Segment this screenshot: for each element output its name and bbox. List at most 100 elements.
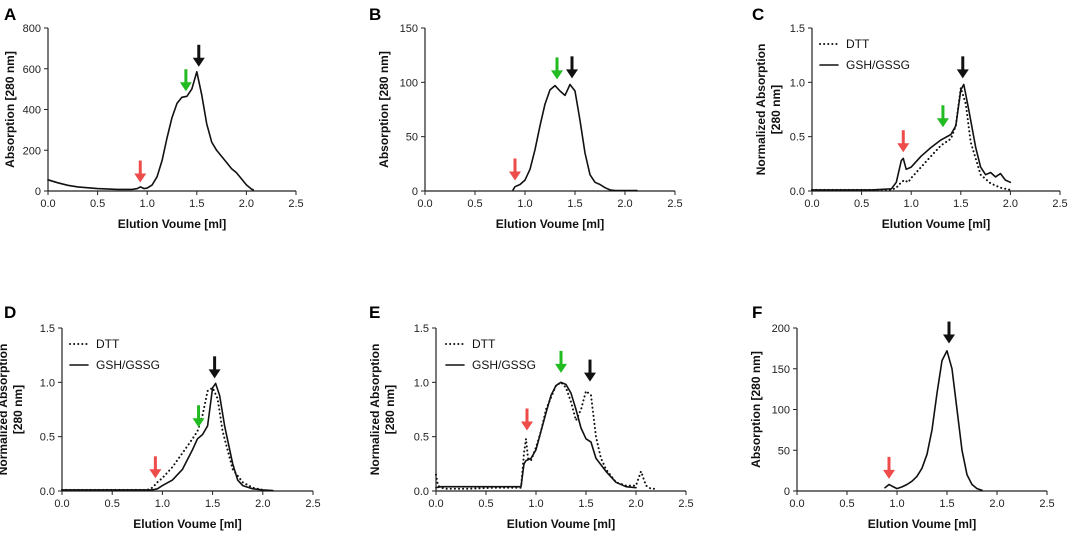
series-line-dtt xyxy=(61,386,264,491)
legend-label: DTT xyxy=(846,37,870,51)
x-tick-label: 1.0 xyxy=(517,198,532,210)
panel-label: D xyxy=(4,303,16,322)
red-arrow-head xyxy=(134,173,147,183)
y-tick-label: 1.0 xyxy=(790,77,805,89)
legend-label: DTT xyxy=(96,337,120,351)
y-tick-label: 0.0 xyxy=(790,186,805,198)
x-tick-label: 2.5 xyxy=(305,498,320,510)
y-tick-label: 200 xyxy=(23,145,41,157)
y-tick-label: 150 xyxy=(400,23,418,35)
y-axis-label: [280 nm] xyxy=(383,385,397,434)
legend-label: GSH/GSSG xyxy=(96,358,160,372)
x-tick-label: 0.0 xyxy=(54,498,69,510)
y-tick-label: 800 xyxy=(23,23,41,35)
y-axis-label: Absorption [280 nm] xyxy=(377,51,391,168)
y-axis-label: Normalized Absorption xyxy=(0,344,10,476)
series-line-absorption xyxy=(47,71,255,191)
chart-panel-b: B 0.0 0.5 1.0 1.5 2.0 2.5 0 50 100 150 Elution Voum… xyxy=(369,5,683,231)
black-arrow-head xyxy=(956,69,969,79)
x-tick-label: 2.0 xyxy=(989,498,1004,510)
y-tick-label: 0.0 xyxy=(414,486,429,498)
y-axis-label: Normalized Absorption xyxy=(754,44,768,176)
x-axis-label: Elution Voume [ml] xyxy=(868,517,976,531)
series-line-gsh-gssg xyxy=(435,381,637,489)
x-tick-label: 1.5 xyxy=(205,498,220,510)
y-axis-label: Absorption [280 nm] xyxy=(3,51,17,168)
black-arrow-head xyxy=(584,372,596,382)
green-arrow-head xyxy=(555,363,567,373)
series-line-gsh-gssg xyxy=(811,83,1012,191)
y-axis-label: [280 nm] xyxy=(769,85,783,134)
y-axis-label: Absorption [280 nm] xyxy=(749,351,763,468)
y-tick-label: 0.5 xyxy=(790,132,805,144)
green-arrow-head xyxy=(936,118,949,128)
y-tick-label: 600 xyxy=(23,64,41,76)
y-tick-label: 50 xyxy=(406,132,418,144)
x-tick-label: 0.0 xyxy=(40,198,55,210)
green-arrow-head xyxy=(192,418,205,428)
x-tick-label: 2.0 xyxy=(1003,198,1018,210)
panel-label: A xyxy=(4,5,16,24)
chart-panel-c: C 0.0 0.5 1.0 1.5 2.0 2.5 0.0 0.5 1.0 1.5 Elution V… xyxy=(752,5,1068,231)
x-tick-label: 2.5 xyxy=(678,498,693,510)
x-tick-label: 1.5 xyxy=(567,198,582,210)
y-tick-label: 0.0 xyxy=(40,486,55,498)
series-line-absorption xyxy=(884,349,983,492)
red-arrow-head xyxy=(897,143,910,153)
x-tick-label: 2.0 xyxy=(617,198,632,210)
red-arrow-head xyxy=(149,469,162,479)
x-tick-label: 0.5 xyxy=(478,498,493,510)
y-tick-label: 0 xyxy=(784,486,790,498)
red-arrow-head xyxy=(521,421,533,431)
x-axis-label: Elution Voume [ml] xyxy=(496,217,604,231)
panel-label: B xyxy=(369,5,381,24)
x-tick-label: 2.5 xyxy=(667,198,682,210)
x-axis-label: Elution Voume [ml] xyxy=(507,517,615,531)
x-tick-label: 1.0 xyxy=(889,498,904,510)
y-axis-label: [280 nm] xyxy=(11,385,25,434)
x-tick-label: 2.0 xyxy=(628,498,643,510)
x-tick-label: 0.0 xyxy=(789,498,804,510)
chart-panel-a: A 0.0 0.5 1.0 1.5 2.0 2.5 0 200 400 600 800 Elution … xyxy=(3,5,304,231)
red-arrow-head xyxy=(883,469,895,479)
x-tick-label: 2.0 xyxy=(239,198,254,210)
x-axis-label: Elution Voume [ml] xyxy=(133,517,241,531)
x-tick-label: 1.0 xyxy=(155,498,170,510)
x-tick-label: 0.0 xyxy=(804,198,819,210)
x-tick-label: 0.0 xyxy=(417,198,432,210)
x-tick-label: 0.5 xyxy=(839,498,854,510)
y-tick-label: 1.5 xyxy=(40,323,55,335)
series-line-absorption xyxy=(512,83,638,192)
y-tick-label: 0 xyxy=(35,186,41,198)
y-tick-label: 0.5 xyxy=(40,432,55,444)
legend-label: GSH/GSSG xyxy=(472,358,536,372)
chart-panel-d: D 0.0 0.5 1.0 1.5 2.0 2.5 0.0 0.5 1.0 1.5 Elution V… xyxy=(0,303,321,531)
panel-label: F xyxy=(752,303,762,322)
x-tick-label: 2.5 xyxy=(1052,198,1067,210)
x-tick-label: 0.5 xyxy=(90,198,105,210)
black-arrow-head xyxy=(566,69,578,79)
y-tick-label: 400 xyxy=(23,105,41,117)
y-tick-label: 1.5 xyxy=(790,23,805,35)
y-tick-label: 50 xyxy=(778,445,790,457)
panel-label: E xyxy=(369,303,380,322)
y-tick-label: 100 xyxy=(772,405,790,417)
x-tick-label: 2.5 xyxy=(1039,498,1054,510)
series-line-dtt xyxy=(435,381,657,490)
series-line-dtt xyxy=(811,86,1012,191)
x-axis-label: Elution Voume [ml] xyxy=(118,217,226,231)
chart-panel-e: E 0.0 0.5 1.0 1.5 2.0 2.5 0.0 0.5 1.0 1.5 Elution V… xyxy=(368,303,694,531)
x-tick-label: 0.5 xyxy=(467,198,482,210)
chart-panel-f: F 0.0 0.5 1.0 1.5 2.0 2.5 0 50 100 150 200 Elution V… xyxy=(749,303,1055,531)
black-arrow-head xyxy=(208,369,221,379)
y-tick-label: 0 xyxy=(412,186,418,198)
y-tick-label: 100 xyxy=(400,77,418,89)
x-tick-label: 1.0 xyxy=(528,498,543,510)
black-arrow-head xyxy=(943,334,955,344)
y-tick-label: 1.5 xyxy=(414,323,429,335)
x-tick-label: 2.5 xyxy=(288,198,303,210)
x-tick-label: 1.5 xyxy=(939,498,954,510)
y-tick-label: 1.0 xyxy=(414,377,429,389)
black-arrow-head xyxy=(192,57,205,67)
